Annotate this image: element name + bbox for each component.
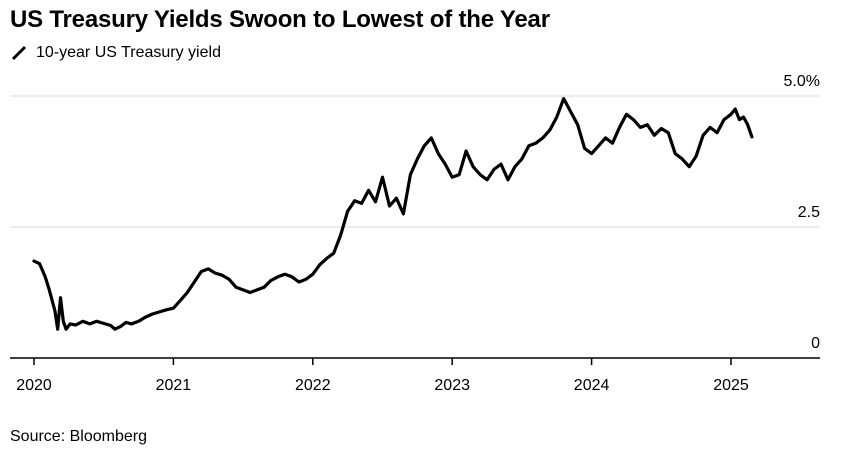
x-tick-label: 2024 — [574, 377, 610, 394]
x-tick-label: 2022 — [295, 377, 331, 394]
legend-line-swatch-icon — [11, 45, 27, 61]
y-tick-label: 5.0% — [784, 73, 820, 90]
source-note: Source: Bloomberg — [10, 428, 147, 445]
x-tick-label: 2025 — [713, 377, 749, 394]
x-tick-label: 2020 — [16, 377, 52, 394]
y-tick-label: 2.5 — [798, 204, 820, 221]
legend-series-label: 10-year US Treasury yield — [36, 44, 221, 61]
x-tick-label: 2021 — [156, 377, 192, 394]
chart-title: US Treasury Yields Swoon to Lowest of th… — [10, 6, 550, 33]
series-line-10y-yield — [32, 97, 754, 331]
y-tick-label: 0 — [811, 335, 820, 352]
x-tick-label: 2023 — [434, 377, 470, 394]
legend: 10-year US Treasury yield — [10, 44, 221, 62]
